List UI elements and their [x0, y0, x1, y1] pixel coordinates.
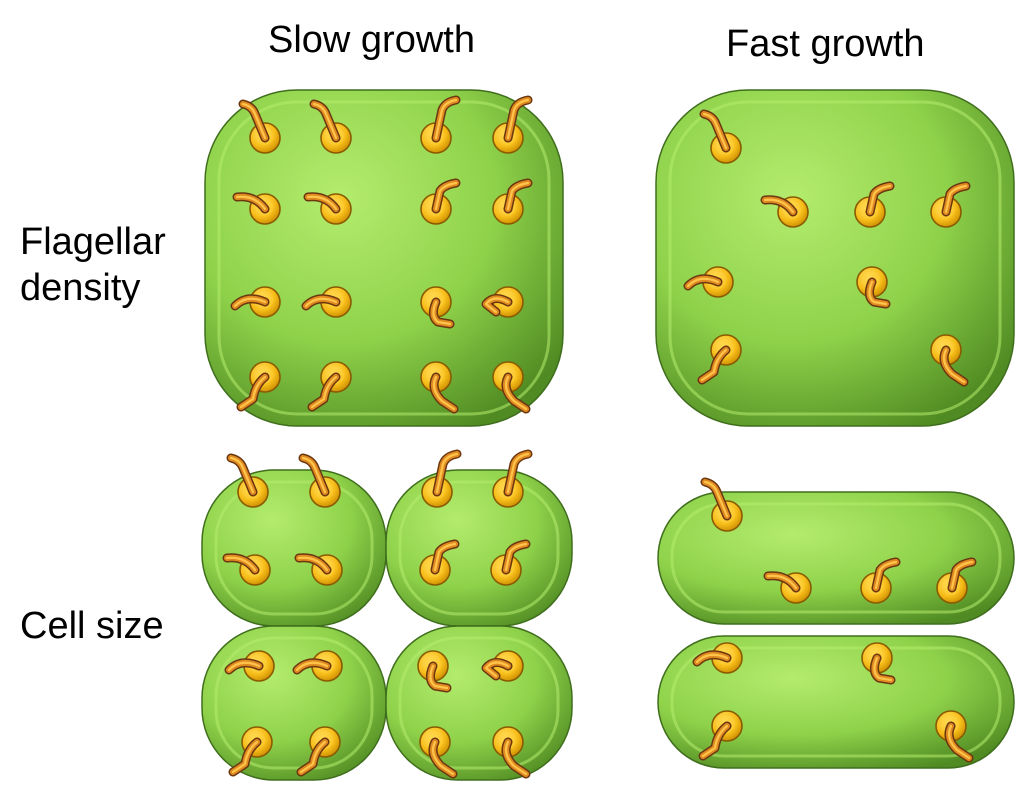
flagellar-motor: [492, 95, 533, 154]
flagellar-motor: [936, 557, 977, 604]
cell-slow-small: [201, 469, 387, 627]
flagella-layer: [222, 95, 977, 779]
row-label-line: density: [20, 266, 141, 309]
flagellar-motor: [492, 361, 531, 414]
flagellar-motor: [294, 553, 343, 586]
flagellar-motor: [232, 192, 281, 225]
flagellar-motor: [307, 361, 352, 412]
flagellar-motor: [419, 726, 458, 779]
flagellar-motor: [309, 99, 352, 154]
flagellar-motor: [417, 650, 452, 693]
row-label-cell-size: Cell size: [20, 605, 164, 647]
flagellar-motor: [301, 286, 352, 318]
flagellar-motor: [419, 539, 460, 586]
flagellar-motor: [230, 286, 281, 318]
column-title-slow-growth: Slow growth: [268, 19, 475, 61]
flagellar-motor: [481, 286, 524, 318]
flagellar-motor: [420, 286, 455, 329]
flagellar-motor: [292, 650, 343, 682]
flagellar-motor: [420, 178, 461, 225]
flagellar-motor: [935, 710, 974, 763]
flagellar-motor: [763, 571, 812, 604]
flagellar-motor: [692, 642, 743, 674]
cell-slow-small: [385, 625, 573, 781]
flagellar-motor: [492, 178, 533, 225]
flagellar-motor: [860, 557, 901, 604]
flagellar-motor: [238, 99, 281, 154]
row-label-flagellar-density: Flagellar density: [20, 220, 166, 311]
flagellar-motor: [303, 192, 352, 225]
flagellar-motor: [861, 642, 896, 685]
flagellar-motor: [236, 361, 281, 412]
flagellar-motor: [296, 726, 341, 777]
cell-fast-density: [655, 89, 1015, 427]
flagellar-motor: [683, 266, 734, 298]
flagellar-motor: [298, 453, 341, 508]
flagellar-motor: [222, 553, 271, 586]
column-title-fast-growth: Fast growth: [726, 23, 925, 65]
flagellar-motor: [856, 266, 891, 309]
flagellar-motor: [490, 539, 531, 586]
cell-slow-small: [201, 625, 387, 781]
flagellar-motor: [492, 449, 533, 508]
flagellar-motor: [228, 726, 273, 777]
cell-slow-small: [385, 469, 573, 627]
flagellar-motor: [697, 334, 742, 385]
flagellar-motor: [492, 726, 531, 779]
flagellar-motor: [699, 109, 742, 164]
flagellar-motor: [930, 334, 969, 387]
flagellar-motor: [700, 477, 743, 532]
flagellar-motor: [698, 710, 743, 761]
flagellar-motor: [226, 453, 269, 508]
cell-fast-long: [657, 491, 1015, 625]
cell-fast-long: [657, 635, 1015, 769]
flagellar-motor: [420, 361, 459, 414]
cell-slow-density: [204, 89, 564, 427]
flagellar-motor: [930, 181, 971, 228]
flagellar-motor: [421, 449, 462, 508]
flagellar-motor: [760, 195, 809, 228]
flagellar-motor: [420, 95, 461, 154]
flagellar-motor: [481, 650, 524, 682]
flagellar-motor: [854, 181, 895, 228]
flagellar-motor: [224, 650, 275, 682]
row-label-line: Flagellar: [20, 221, 166, 263]
